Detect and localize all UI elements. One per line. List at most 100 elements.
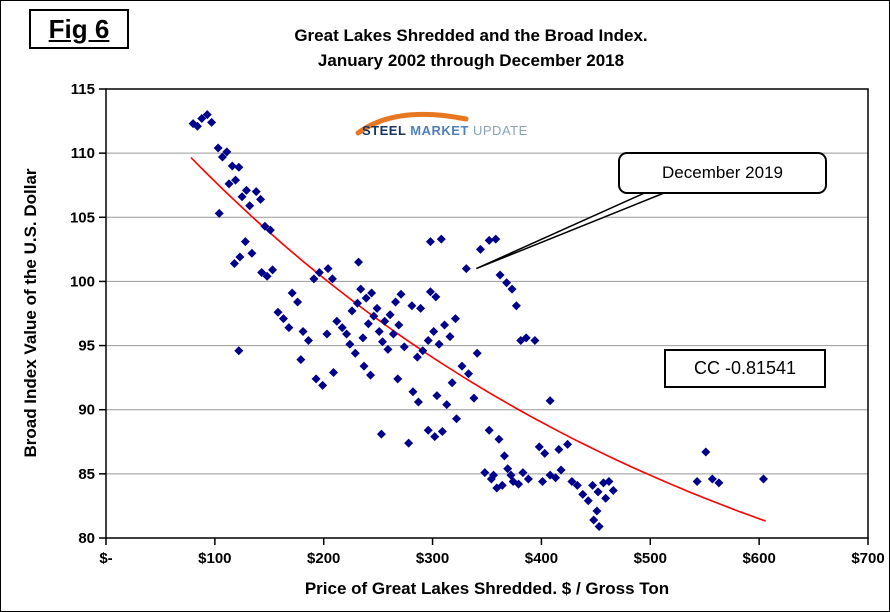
y-tick-label: 110 (71, 145, 95, 162)
data-point (245, 201, 255, 211)
data-point (213, 143, 223, 153)
data-point (214, 208, 224, 218)
data-point (608, 486, 618, 496)
data-point (521, 333, 531, 343)
data-point (235, 252, 245, 262)
data-point (231, 175, 241, 185)
figure-number-box: Fig 6 (29, 9, 129, 49)
data-point (480, 468, 490, 478)
trend-line (190, 156, 766, 522)
data-point (491, 234, 501, 244)
data-point (347, 306, 357, 316)
data-point (342, 329, 352, 339)
data-point (257, 267, 267, 277)
data-point (475, 244, 485, 254)
data-point (192, 121, 202, 131)
data-point (256, 194, 266, 204)
december-2019-callout: December 2019 (618, 152, 827, 194)
data-point (354, 257, 364, 267)
data-point (440, 320, 450, 330)
data-point (598, 478, 608, 488)
data-point (413, 397, 423, 407)
data-point (251, 187, 261, 197)
data-point (273, 307, 283, 317)
data-point (518, 468, 528, 478)
data-point (367, 288, 377, 298)
chart-title-line1: Great Lakes Shredded and the Broad Index… (294, 26, 648, 45)
logo-word-steel: STEEL (362, 123, 411, 138)
data-point (447, 378, 457, 388)
data-point (323, 264, 333, 274)
data-point (592, 506, 602, 516)
data-point (293, 297, 303, 307)
data-point (366, 370, 376, 380)
data-point (374, 326, 384, 336)
data-point (514, 479, 524, 489)
data-point (461, 264, 471, 274)
data-point (431, 292, 441, 302)
data-point (432, 391, 442, 401)
data-point (241, 185, 251, 195)
data-point (450, 314, 460, 324)
data-point (707, 474, 717, 484)
data-point (207, 117, 217, 127)
y-tick-label: 95 (78, 338, 95, 355)
data-point (507, 284, 517, 294)
data-point (391, 297, 401, 307)
data-point (463, 369, 473, 379)
data-point (356, 284, 366, 294)
data-point (240, 237, 250, 247)
data-point (442, 400, 452, 410)
data-point (383, 344, 393, 354)
data-point (534, 442, 544, 452)
data-point (314, 267, 324, 277)
data-point (287, 288, 297, 298)
data-point (495, 270, 505, 280)
data-point (407, 301, 417, 311)
data-point (545, 396, 555, 406)
y-tick-label: 115 (71, 81, 95, 98)
data-point (247, 248, 257, 258)
data-point (554, 444, 564, 454)
chart-title: Great Lakes Shredded and the Broad Index… (106, 23, 836, 73)
data-point (237, 192, 247, 202)
data-point (412, 352, 422, 362)
x-tick-label: $200 (307, 550, 340, 567)
x-axis-title: Price of Great Lakes Shredded. $ / Gross… (304, 579, 670, 598)
data-point (363, 319, 373, 329)
data-point (457, 361, 467, 371)
y-axis-title: Broad Index Value of the U.S. Dollar (21, 168, 40, 458)
x-tick-label: $600 (742, 550, 775, 567)
data-point (202, 110, 212, 120)
data-point (594, 521, 604, 531)
data-point (332, 316, 342, 326)
data-point (399, 342, 409, 352)
data-point (578, 489, 588, 499)
data-point (359, 361, 369, 371)
data-point (350, 348, 360, 358)
y-tick-label: 80 (78, 530, 95, 547)
data-point (714, 478, 724, 488)
data-point (572, 480, 582, 490)
data-point (452, 414, 462, 424)
data-point (337, 323, 347, 333)
data-point (361, 293, 371, 303)
data-point (502, 278, 512, 288)
data-point (268, 265, 278, 275)
y-tick-label: 90 (78, 402, 95, 419)
data-point (551, 473, 561, 483)
logo-word-update: UPDATE (473, 123, 528, 138)
data-point (425, 287, 435, 297)
data-point (604, 477, 614, 487)
data-point (369, 311, 379, 321)
data-point (494, 434, 504, 444)
data-point (217, 152, 227, 162)
data-point (377, 337, 387, 347)
x-tick-label: $100 (198, 550, 231, 567)
y-tick-label: 85 (78, 466, 95, 483)
data-point (393, 374, 403, 384)
callout-pointer (475, 186, 680, 270)
data-point (298, 326, 308, 336)
data-point (472, 348, 482, 358)
data-point (284, 323, 294, 333)
